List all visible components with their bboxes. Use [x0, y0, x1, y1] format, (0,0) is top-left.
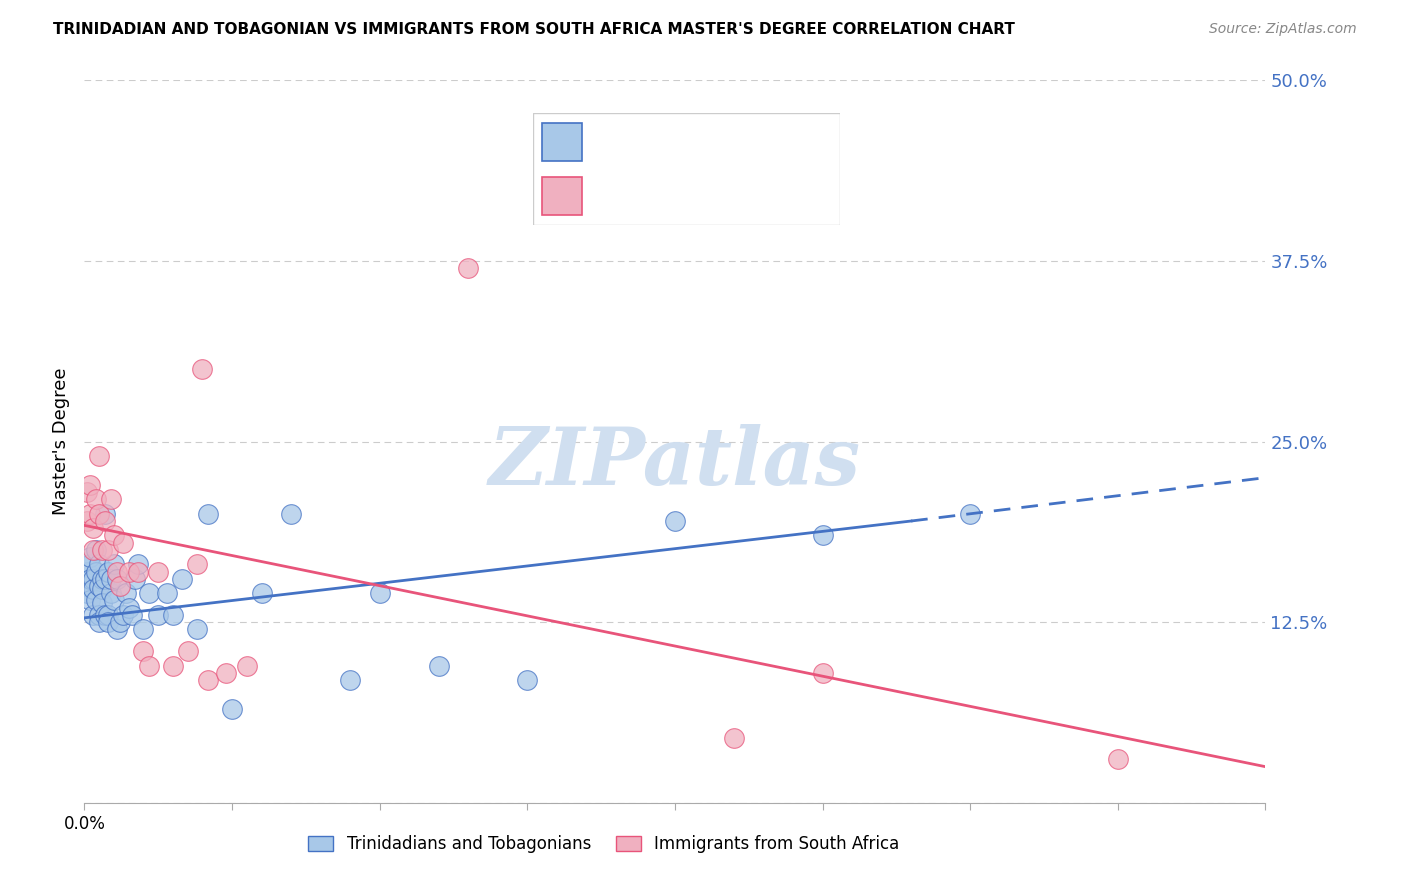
Point	[236, 658, 259, 673]
Point	[280, 507, 302, 521]
Legend: Trinidadians and Tobagonians, Immigrants from South Africa: Trinidadians and Tobagonians, Immigrants…	[302, 828, 907, 860]
Point	[76, 485, 98, 500]
Point	[121, 607, 143, 622]
Text: Source: ZipAtlas.com: Source: ZipAtlas.com	[1209, 22, 1357, 37]
Point	[100, 492, 122, 507]
Point	[138, 586, 160, 600]
Point	[79, 507, 101, 521]
Point	[162, 658, 184, 673]
Point	[105, 572, 128, 586]
Point	[156, 586, 179, 600]
Point	[76, 579, 98, 593]
Point	[76, 586, 98, 600]
Point	[132, 623, 155, 637]
Point	[87, 615, 111, 630]
Point	[170, 572, 193, 586]
Point	[87, 558, 111, 572]
Point	[127, 565, 149, 579]
Point	[162, 607, 184, 622]
Point	[87, 449, 111, 463]
Point	[76, 565, 98, 579]
Point	[105, 565, 128, 579]
Point	[79, 593, 101, 607]
Point	[79, 550, 101, 565]
Point	[108, 579, 131, 593]
Point	[97, 565, 120, 579]
Point	[111, 535, 134, 549]
Point	[197, 507, 219, 521]
Text: TRINIDADIAN AND TOBAGONIAN VS IMMIGRANTS FROM SOUTH AFRICA MASTER'S DEGREE CORRE: TRINIDADIAN AND TOBAGONIAN VS IMMIGRANTS…	[53, 22, 1015, 37]
Point	[105, 623, 128, 637]
Point	[79, 572, 101, 586]
Point	[215, 665, 238, 680]
Point	[87, 579, 111, 593]
Point	[132, 644, 155, 658]
Point	[97, 615, 120, 630]
Point	[103, 528, 125, 542]
Point	[1107, 752, 1129, 766]
Point	[94, 514, 117, 528]
Point	[87, 507, 111, 521]
Point	[103, 558, 125, 572]
Point	[111, 607, 134, 622]
Point	[811, 528, 834, 542]
Point	[82, 582, 104, 596]
Point	[197, 673, 219, 687]
Point	[82, 572, 104, 586]
Point	[79, 478, 101, 492]
Point	[97, 607, 120, 622]
Point	[94, 507, 117, 521]
Point	[127, 558, 149, 572]
Point	[250, 586, 273, 600]
Point	[100, 586, 122, 600]
Point	[91, 596, 114, 610]
Point	[82, 607, 104, 622]
Point	[94, 572, 117, 586]
Point	[191, 362, 214, 376]
Point	[82, 542, 104, 557]
Point	[221, 702, 243, 716]
Point	[427, 658, 450, 673]
Point	[148, 565, 170, 579]
Point	[91, 542, 114, 557]
Point	[368, 586, 391, 600]
Point	[138, 658, 160, 673]
Point	[186, 558, 208, 572]
Point	[118, 600, 141, 615]
Point	[124, 572, 146, 586]
Point	[959, 507, 981, 521]
Point	[103, 593, 125, 607]
Point	[84, 565, 107, 579]
Point	[91, 582, 114, 596]
Point	[339, 673, 361, 687]
Point	[811, 665, 834, 680]
Point	[79, 558, 101, 572]
Text: ZIPatlas: ZIPatlas	[489, 425, 860, 502]
Point	[84, 492, 107, 507]
Point	[91, 572, 114, 586]
Point	[723, 731, 745, 745]
Point	[94, 607, 117, 622]
Point	[97, 542, 120, 557]
Point	[516, 673, 538, 687]
Point	[87, 607, 111, 622]
Point	[177, 644, 200, 658]
Point	[118, 565, 141, 579]
Point	[114, 586, 136, 600]
Point	[100, 572, 122, 586]
Point	[84, 542, 107, 557]
Y-axis label: Master's Degree: Master's Degree	[52, 368, 70, 516]
Point	[148, 607, 170, 622]
Point	[457, 261, 479, 276]
Point	[76, 514, 98, 528]
Point	[186, 623, 208, 637]
Point	[82, 521, 104, 535]
Point	[664, 514, 686, 528]
Point	[108, 615, 131, 630]
Point	[84, 593, 107, 607]
